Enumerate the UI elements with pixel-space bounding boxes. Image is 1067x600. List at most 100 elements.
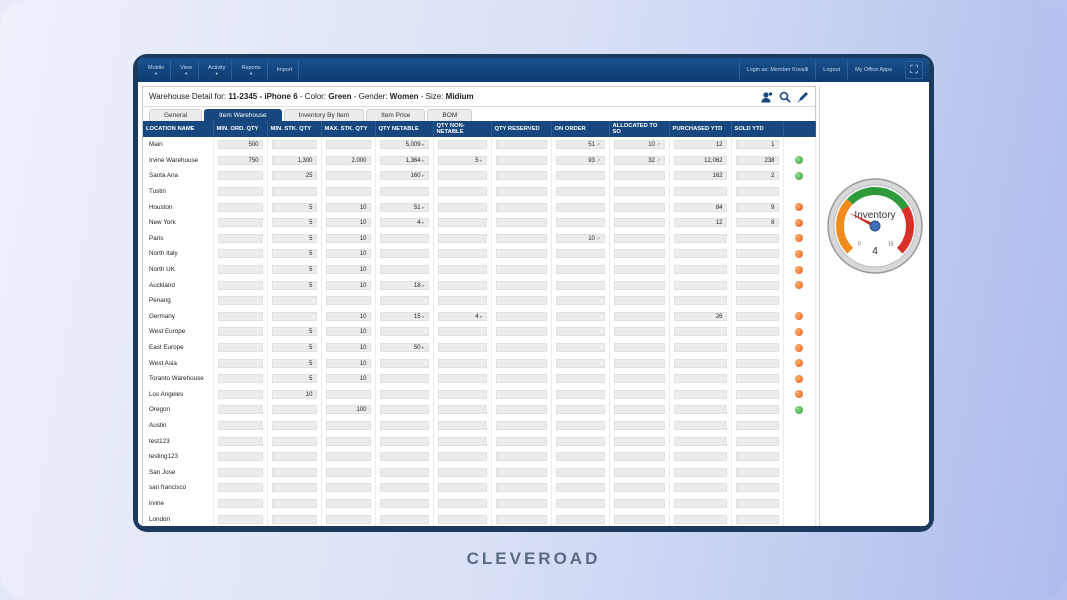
value-field[interactable] xyxy=(735,249,779,259)
value-field[interactable] xyxy=(325,452,371,462)
value-field[interactable]: 8 xyxy=(735,218,779,228)
value-field[interactable]: 12 xyxy=(673,140,727,150)
value-field[interactable] xyxy=(555,436,605,446)
location-name[interactable]: san francisco xyxy=(143,480,214,496)
value-field[interactable]: 51 xyxy=(379,202,429,212)
column-header[interactable]: QTY RESERVED xyxy=(491,121,552,137)
value-field[interactable]: 51 xyxy=(555,140,605,150)
value-field[interactable] xyxy=(437,218,487,228)
nav-item-import[interactable]: Import xyxy=(271,60,300,80)
search-icon[interactable] xyxy=(779,91,791,103)
value-field[interactable] xyxy=(217,171,263,181)
value-field[interactable] xyxy=(735,483,779,493)
value-field[interactable] xyxy=(495,187,547,197)
user-icon[interactable] xyxy=(761,91,773,103)
location-name[interactable]: Santa Ana xyxy=(143,168,214,184)
value-field[interactable] xyxy=(217,233,263,243)
value-field[interactable]: 18 xyxy=(379,280,429,290)
value-field[interactable] xyxy=(673,467,727,477)
value-field[interactable]: 10 xyxy=(325,374,371,384)
table-row[interactable]: Tustin xyxy=(143,183,816,200)
login-user-link[interactable]: Login as: Member Kovalli xyxy=(738,60,816,80)
value-field[interactable]: 1,364 xyxy=(379,155,429,165)
value-field[interactable] xyxy=(555,358,605,368)
value-field[interactable] xyxy=(735,514,779,524)
value-field[interactable] xyxy=(613,467,665,477)
value-field[interactable] xyxy=(217,514,263,524)
location-name[interactable]: West Europe xyxy=(143,324,214,340)
value-field[interactable] xyxy=(673,498,727,508)
value-field[interactable] xyxy=(555,389,605,399)
value-field[interactable]: 5,009 xyxy=(379,140,429,150)
value-field[interactable] xyxy=(217,218,263,228)
tab-item-price[interactable]: Item Price xyxy=(366,109,426,121)
value-field[interactable] xyxy=(379,483,429,493)
value-field[interactable]: 5 xyxy=(271,343,317,353)
value-field[interactable] xyxy=(495,483,547,493)
value-field[interactable] xyxy=(673,436,727,446)
table-row[interactable]: North UK 5 10 xyxy=(143,261,816,278)
value-field[interactable]: 9 xyxy=(735,202,779,212)
value-field[interactable] xyxy=(271,436,317,446)
value-field[interactable] xyxy=(613,389,665,399)
location-name[interactable]: New York xyxy=(143,214,214,231)
location-name[interactable]: irvine xyxy=(143,495,214,512)
value-field[interactable]: 500 xyxy=(217,140,263,150)
value-field[interactable] xyxy=(555,452,605,462)
value-field[interactable] xyxy=(495,467,547,477)
value-field[interactable] xyxy=(217,202,263,212)
table-row[interactable]: London xyxy=(143,511,816,526)
value-field[interactable] xyxy=(437,436,487,446)
location-name[interactable]: Toranto Warehouse xyxy=(143,370,214,387)
value-field[interactable] xyxy=(379,452,429,462)
location-name[interactable]: San Jose xyxy=(143,464,214,481)
value-field[interactable]: 10 xyxy=(325,265,371,275)
table-row[interactable]: New York 5 10 4 12 8 xyxy=(143,214,816,231)
value-field[interactable] xyxy=(735,327,779,337)
value-field[interactable]: 10 xyxy=(325,343,371,353)
value-field[interactable] xyxy=(437,296,487,306)
location-name[interactable]: test123 xyxy=(143,433,214,449)
value-field[interactable] xyxy=(437,249,487,259)
value-field[interactable] xyxy=(437,265,487,275)
value-field[interactable]: 5 xyxy=(271,327,317,337)
value-field[interactable]: 10 xyxy=(325,311,371,321)
logout-link[interactable]: Logout xyxy=(815,60,847,80)
table-row[interactable]: San Jose xyxy=(143,464,816,481)
value-field[interactable] xyxy=(325,436,371,446)
value-field[interactable] xyxy=(613,343,665,353)
value-field[interactable] xyxy=(495,155,547,165)
value-field[interactable] xyxy=(437,374,487,384)
value-field[interactable] xyxy=(217,483,263,493)
value-field[interactable]: 10 xyxy=(325,202,371,212)
value-field[interactable] xyxy=(379,389,429,399)
value-field[interactable] xyxy=(495,233,547,243)
value-field[interactable]: 160 xyxy=(379,171,429,181)
value-field[interactable] xyxy=(217,498,263,508)
value-field[interactable]: 10 xyxy=(613,140,665,150)
value-field[interactable]: 4 xyxy=(379,218,429,228)
value-field[interactable] xyxy=(613,171,665,181)
value-field[interactable] xyxy=(271,140,317,150)
nav-item-view[interactable]: View ▼ xyxy=(174,60,200,80)
value-field[interactable] xyxy=(379,405,429,415)
value-field[interactable] xyxy=(217,374,263,384)
value-field[interactable] xyxy=(735,296,779,306)
value-field[interactable] xyxy=(613,358,665,368)
value-field[interactable] xyxy=(379,233,429,243)
tab-general[interactable]: General xyxy=(149,109,203,121)
value-field[interactable] xyxy=(555,249,605,259)
value-field[interactable]: 2 xyxy=(735,171,779,181)
table-row[interactable]: Toranto Warehouse 5 10 xyxy=(143,370,816,387)
value-field[interactable]: 10 xyxy=(325,218,371,228)
value-field[interactable] xyxy=(735,420,779,430)
value-field[interactable] xyxy=(325,296,371,306)
value-field[interactable] xyxy=(555,405,605,415)
value-field[interactable]: 10 xyxy=(325,249,371,259)
value-field[interactable] xyxy=(613,498,665,508)
value-field[interactable] xyxy=(495,420,547,430)
table-row[interactable]: Santa Ana 25 160 162 2 xyxy=(143,168,816,184)
value-field[interactable] xyxy=(437,280,487,290)
value-field[interactable] xyxy=(437,467,487,477)
